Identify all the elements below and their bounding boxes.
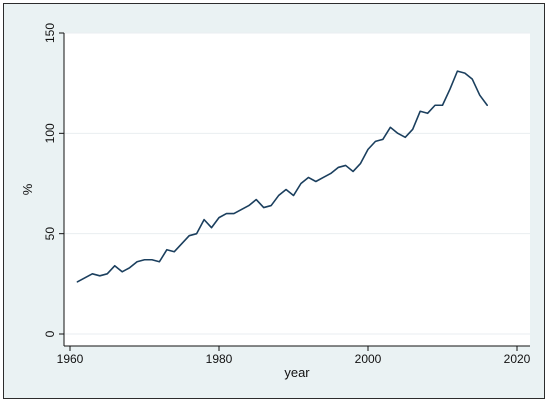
y-axis-title: %	[20, 183, 35, 195]
y-tick-label: 150	[43, 23, 57, 43]
y-tick-label: 100	[43, 123, 57, 143]
axes: 0 50 100 150 1960 1980 2000 2020	[43, 23, 531, 366]
series-line-0	[76, 70, 489, 283]
x-tick-label: 1960	[57, 352, 84, 366]
x-tick-label: 2000	[355, 352, 382, 366]
x-tick-label: 1980	[206, 352, 233, 366]
x-tick-label: 2020	[504, 352, 531, 366]
y-tick-label: 0	[43, 330, 57, 337]
series-layer	[76, 70, 489, 283]
grid-lines	[64, 32, 530, 335]
y-tick-label: 50	[43, 227, 57, 241]
x-axis-title: year	[284, 365, 310, 380]
